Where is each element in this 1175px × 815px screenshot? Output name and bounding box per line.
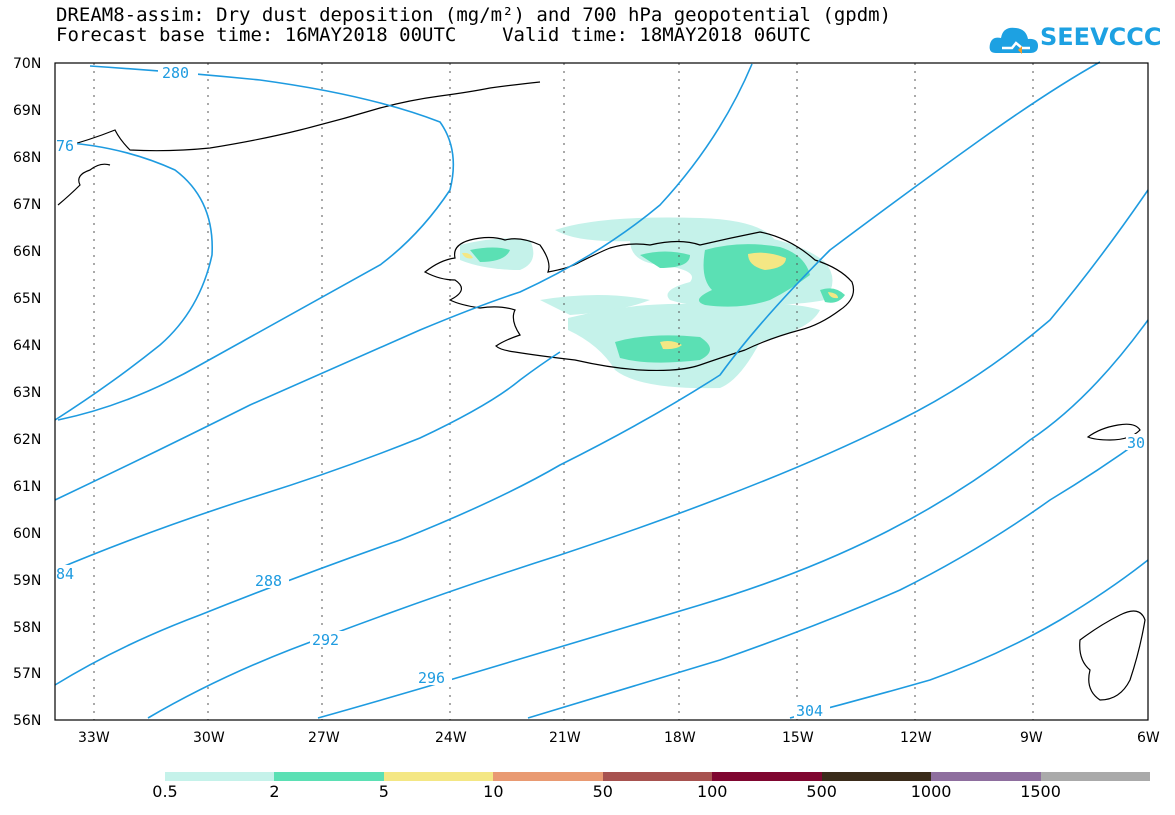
legend-swatch-7	[931, 772, 1041, 781]
legend-swatch-4	[602, 772, 713, 781]
legend-label-3: 10	[483, 782, 504, 801]
lon-label-33w: 33W	[78, 730, 110, 746]
legend-label-4: 50	[592, 782, 613, 801]
coastlines	[57, 81, 1146, 701]
legend-swatch-0	[165, 772, 275, 781]
lon-label-9w: 9W	[1020, 730, 1043, 746]
lat-label-60n: 60N	[13, 526, 41, 542]
contour-label-280: 280	[162, 64, 189, 82]
lon-label-27w: 27W	[308, 730, 340, 746]
legend-swatch-5	[712, 772, 822, 781]
lat-label-70n: 70N	[13, 56, 41, 72]
legend-swatch-8	[1040, 772, 1150, 781]
logo-text: SEEVCCC	[1040, 23, 1162, 51]
lon-label-24w: 24W	[435, 730, 467, 746]
lat-label-69n: 69N	[13, 103, 41, 119]
map-title-line-2: Forecast base time: 16MAY2018 00UTC Vali…	[56, 24, 811, 46]
lat-label-61n: 61N	[13, 479, 41, 495]
lat-label-57n: 57N	[13, 666, 41, 682]
cloud-logo-icon	[989, 27, 1038, 54]
lon-label-12w: 12W	[900, 730, 932, 746]
latitude-axis: 56N 57N 58N 59N 60N 61N 62N 63N 64N 65N …	[13, 56, 41, 729]
lat-label-64n: 64N	[13, 338, 41, 354]
lat-label-67n: 67N	[13, 197, 41, 213]
lon-label-15w: 15W	[782, 730, 814, 746]
lat-label-63n: 63N	[13, 385, 41, 401]
lon-label-6w: 6W	[1137, 730, 1160, 746]
geopotential-contours	[54, 61, 1149, 719]
contour-label-276: 76	[56, 137, 74, 155]
map-gridlines	[93, 63, 1034, 720]
lon-label-21w: 21W	[549, 730, 581, 746]
legend-swatch-3	[493, 772, 603, 781]
legend-swatch-6	[821, 772, 932, 781]
color-legend-bar	[165, 772, 1150, 781]
legend-label-7: 1000	[910, 782, 952, 801]
lon-label-18w: 18W	[664, 730, 696, 746]
map-title-line-1: DREAM8-assim: Dry dust deposition (mg/m²…	[56, 4, 892, 26]
map-frame	[54, 62, 1149, 721]
lat-label-59n: 59N	[13, 573, 41, 589]
lat-label-58n: 58N	[13, 620, 41, 636]
contour-label-284: 84	[56, 565, 74, 583]
lat-label-68n: 68N	[13, 150, 41, 166]
dust-deposition-shading	[460, 217, 845, 389]
contour-label-292: 292	[312, 631, 339, 649]
legend-label-2: 5	[378, 782, 389, 801]
legend-swatch-2	[383, 772, 494, 781]
contour-label-296: 296	[418, 669, 445, 687]
lat-label-62n: 62N	[13, 432, 41, 448]
lon-label-30w: 30W	[193, 730, 225, 746]
legend-label-1: 2	[269, 782, 280, 801]
lat-label-66n: 66N	[13, 244, 41, 260]
contour-label-288: 288	[255, 572, 282, 590]
legend-label-8: 1500	[1020, 782, 1061, 801]
lat-label-56n: 56N	[13, 713, 41, 729]
contour-label-304: 304	[796, 702, 823, 720]
legend-swatch-1	[274, 772, 384, 781]
legend-label-6: 500	[806, 782, 837, 801]
contour-label-300: 30	[1127, 434, 1145, 452]
legend-label-0: 0.5	[152, 782, 178, 801]
legend-label-5: 100	[696, 782, 728, 801]
longitude-axis: 33W 30W 27W 24W 21W 18W 15W 12W 9W 6W	[78, 730, 1160, 746]
lat-label-65n: 65N	[13, 291, 41, 307]
